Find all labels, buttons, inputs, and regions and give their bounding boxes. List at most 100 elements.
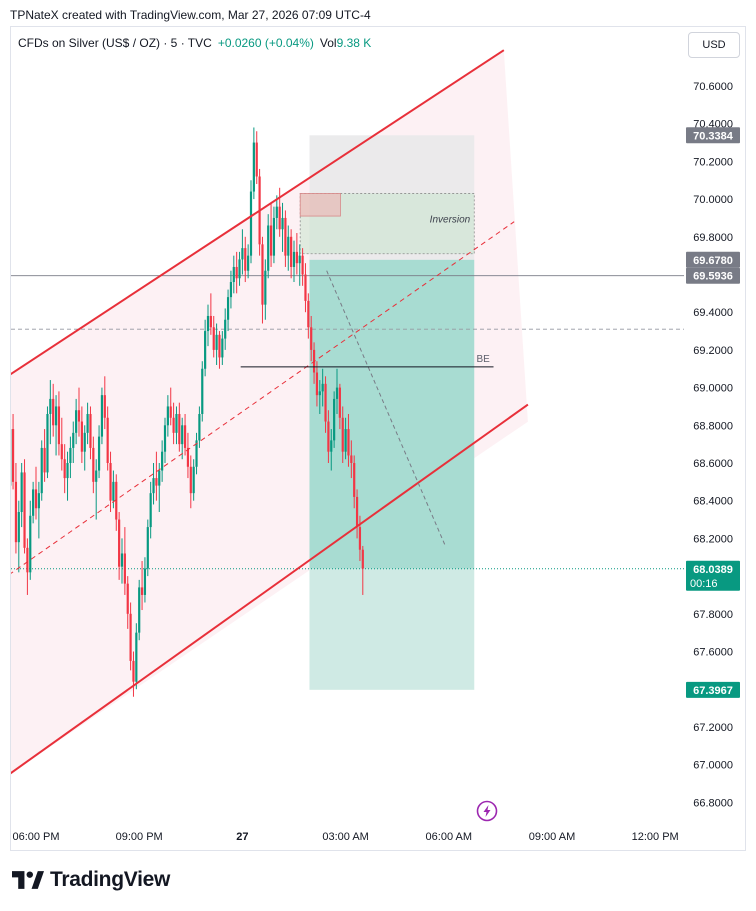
- candle: [267, 214, 270, 279]
- candle: [192, 459, 195, 501]
- y-tick-label: 67.6000: [693, 647, 733, 659]
- axis-layer: 70.600070.400070.200070.000069.800069.60…: [12, 81, 740, 843]
- candle-body: [241, 248, 244, 260]
- candle: [315, 361, 319, 407]
- candle-body: [23, 472, 26, 548]
- candle: [54, 395, 58, 456]
- candle: [341, 406, 344, 463]
- candle-body: [37, 493, 40, 509]
- candle: [172, 402, 175, 445]
- currency-button[interactable]: USD: [688, 32, 740, 58]
- candle: [333, 391, 336, 448]
- candle: [269, 202, 273, 267]
- candle: [175, 406, 178, 445]
- zones-layer: [11, 50, 528, 774]
- candle: [198, 406, 201, 448]
- candle: [361, 545, 364, 595]
- candle: [152, 463, 155, 505]
- candle: [115, 474, 118, 531]
- price-axis-label: 69.6780: [686, 251, 740, 268]
- candle: [249, 180, 253, 264]
- tradingview-logo[interactable]: TradingView: [12, 868, 170, 892]
- candle: [69, 436, 72, 479]
- candle: [232, 255, 235, 294]
- candle-body: [344, 429, 347, 452]
- candle: [1, 391, 3, 466]
- candle-body: [75, 410, 78, 433]
- candle: [327, 410, 330, 463]
- candle-body: [281, 217, 284, 230]
- candle: [201, 361, 204, 422]
- candle: [235, 251, 238, 294]
- candle-body: [278, 206, 281, 230]
- candle-body: [178, 413, 181, 445]
- candle-body: [355, 496, 359, 528]
- candle-body: [57, 406, 61, 445]
- candle-body: [166, 406, 169, 426]
- candle: [287, 225, 290, 271]
- candle: [344, 417, 347, 460]
- candle-body: [155, 478, 158, 486]
- candle-body: [86, 413, 89, 433]
- y-tick-label: 69.8000: [693, 232, 733, 244]
- y-tick-label: 69.4000: [693, 307, 733, 319]
- candle-body: [264, 270, 267, 305]
- candle-body: [34, 489, 38, 509]
- candle-body: [95, 470, 98, 482]
- candle-body: [232, 266, 235, 283]
- candle: [63, 444, 66, 494]
- candle-body: [224, 319, 227, 339]
- candle: [330, 429, 333, 471]
- candle: [26, 538, 29, 595]
- price-label-bg: [686, 560, 740, 591]
- chart-frame: [10, 26, 746, 851]
- inversion-label: Inversion: [430, 215, 471, 226]
- fvg-box: [299, 193, 341, 217]
- price-label-text: 68.0389: [693, 564, 733, 576]
- candle-body: [335, 387, 339, 399]
- candle: [89, 406, 92, 460]
- candle-body: [301, 255, 304, 275]
- candle-body: [218, 334, 221, 358]
- candle-body: [54, 406, 58, 426]
- candle-body: [304, 274, 307, 301]
- candle: [241, 229, 244, 275]
- candle-body: [172, 417, 175, 433]
- candle-body: [324, 383, 327, 422]
- candle: [49, 380, 52, 445]
- candle: [72, 421, 75, 463]
- price-label-bg: [686, 681, 740, 698]
- candle-body: [138, 587, 141, 633]
- candle: [244, 236, 247, 283]
- y-tick-label: 67.0000: [693, 760, 733, 772]
- tradingview-brand: TradingView: [50, 868, 171, 891]
- bolt-icon-glyph: [483, 805, 491, 817]
- candle-body: [249, 191, 253, 256]
- candle: [52, 383, 55, 437]
- candle: [166, 395, 169, 437]
- countdown-label: 00:16: [690, 578, 718, 590]
- candle: [181, 417, 184, 460]
- candle: [347, 413, 350, 467]
- candle: [109, 451, 112, 513]
- candle: [29, 500, 32, 580]
- candle-body: [11, 429, 15, 482]
- candle: [209, 293, 212, 335]
- candle-body: [284, 217, 287, 256]
- lines-layer: [11, 275, 684, 570]
- candle: [6, 472, 8, 542]
- price-axis-label: 70.3384: [686, 127, 740, 144]
- candle: [318, 380, 321, 414]
- candle-body: [158, 470, 161, 486]
- candle-body: [261, 244, 264, 305]
- candle-body: [353, 463, 356, 497]
- candle-body: [106, 417, 109, 463]
- bolt-icon[interactable]: [476, 800, 498, 822]
- channel-lower-line: [11, 403, 529, 775]
- candle: [43, 429, 46, 482]
- candle-body: [109, 463, 112, 501]
- symbol-name[interactable]: CFDs on Silver (US$ / OZ) · 5 · TVC: [18, 36, 212, 50]
- candle: [178, 402, 181, 452]
- candle: [224, 308, 227, 350]
